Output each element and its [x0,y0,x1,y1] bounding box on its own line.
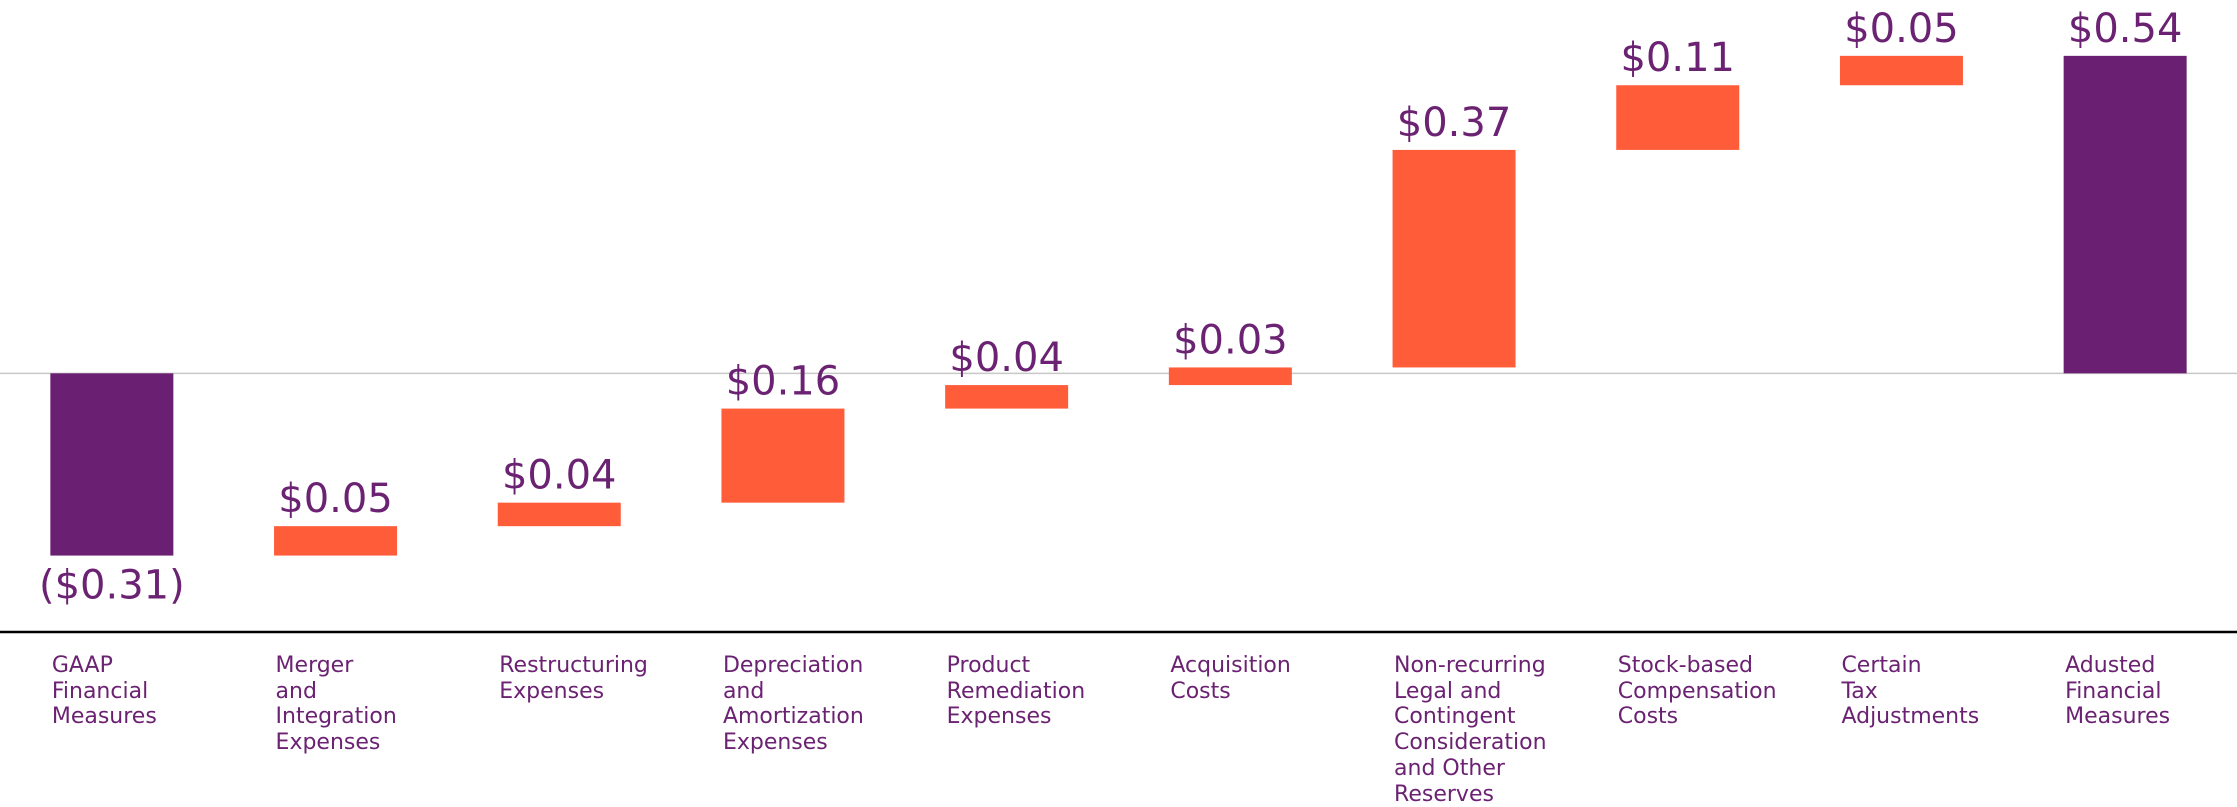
x-tick-label: Stock-based Compensation Costs [1617,653,1777,730]
value-label: $0.04 [949,335,1064,381]
bar [1392,149,1516,368]
bar [945,385,1069,409]
x-tick-label: Product Remediation Expenses [946,653,1086,730]
x-tick-label: Certain Tax Adjustments [1841,653,1980,730]
value-label: $0.03 [1173,317,1288,363]
value-label: $0.05 [278,476,393,522]
value-label: ($0.31) [39,562,185,608]
bar [50,373,174,556]
x-tick-label: GAAP Financial Measures [51,653,157,730]
value-label: $0.54 [2068,6,2183,52]
value-label: $0.05 [1844,6,1959,52]
x-tick-label: Restructuring Expenses [499,653,648,704]
x-tick-label: Depreciation and Amortization Expenses [722,653,864,756]
bar [1616,85,1740,150]
value-label: $0.16 [726,359,841,405]
x-tick-label: Non-recurring Legal and Contingent Consi… [1394,653,1547,807]
value-label: $0.11 [1620,35,1735,81]
x-tick-label: Merger and Integration Expenses [275,653,397,756]
value-label: $0.37 [1397,100,1512,146]
bar [497,502,621,527]
x-tick-label: Adusted Financial Measures [2065,653,2171,730]
value-label: $0.04 [502,453,617,499]
bar [1168,367,1292,386]
bar [274,526,398,556]
bar [2063,55,2187,374]
bar [721,408,845,503]
bar [1839,55,1963,86]
x-tick-label: Acquisition Costs [1170,653,1291,704]
